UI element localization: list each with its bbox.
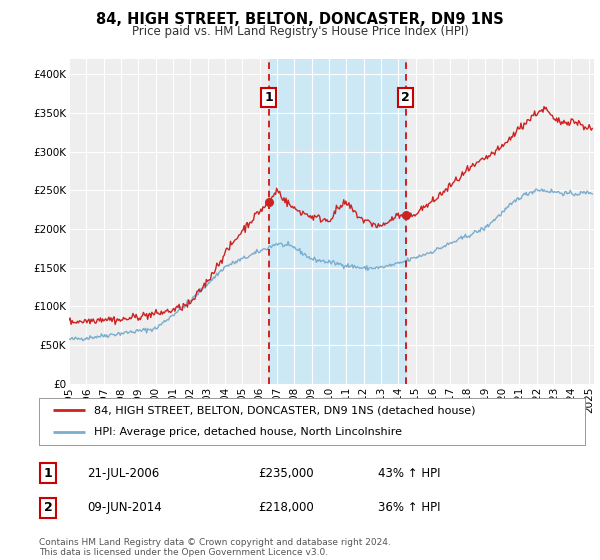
Text: £235,000: £235,000: [258, 466, 314, 480]
Text: 21-JUL-2006: 21-JUL-2006: [87, 466, 159, 480]
Text: 1: 1: [265, 91, 274, 104]
Text: 36% ↑ HPI: 36% ↑ HPI: [378, 501, 440, 515]
Bar: [269, 59, 406, 384]
Text: 1: 1: [44, 466, 52, 480]
Text: Contains HM Land Registry data © Crown copyright and database right 2024.: Contains HM Land Registry data © Crown c…: [39, 538, 391, 547]
Text: 2: 2: [44, 501, 52, 515]
Text: HPI: Average price, detached house, North Lincolnshire: HPI: Average price, detached house, Nort…: [94, 427, 401, 437]
Text: 09-JUN-2014: 09-JUN-2014: [87, 501, 162, 515]
Text: Price paid vs. HM Land Registry's House Price Index (HPI): Price paid vs. HM Land Registry's House …: [131, 25, 469, 38]
Text: This data is licensed under the Open Government Licence v3.0.: This data is licensed under the Open Gov…: [39, 548, 328, 557]
Text: £218,000: £218,000: [258, 501, 314, 515]
Text: 84, HIGH STREET, BELTON, DONCASTER, DN9 1NS (detached house): 84, HIGH STREET, BELTON, DONCASTER, DN9 …: [94, 405, 475, 416]
Text: 43% ↑ HPI: 43% ↑ HPI: [378, 466, 440, 480]
Text: 2: 2: [401, 91, 410, 104]
Text: 84, HIGH STREET, BELTON, DONCASTER, DN9 1NS: 84, HIGH STREET, BELTON, DONCASTER, DN9 …: [96, 12, 504, 27]
